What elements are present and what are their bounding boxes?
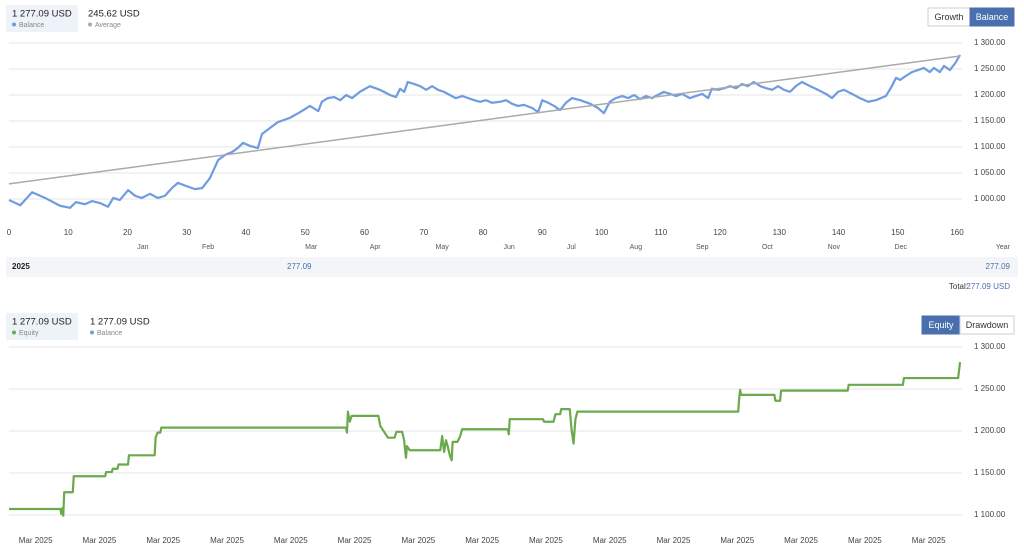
x-tick-label: Mar 2025 — [210, 536, 244, 545]
x-tick-label: Mar 2025 — [784, 536, 818, 545]
x-tick-label: 50 — [301, 228, 310, 237]
y-tick-label: 1 250.00 — [974, 64, 1006, 73]
legend-amount: 1 277.09 USD — [90, 317, 150, 328]
x-tick-label: Mar 2025 — [529, 536, 563, 545]
x-tick-label: 70 — [419, 228, 428, 237]
y-tick-label: 1 250.00 — [974, 384, 1006, 393]
month-label: Sep — [696, 244, 709, 251]
x-tick-label: 140 — [832, 228, 846, 237]
y-tick-label: 1 200.00 — [974, 90, 1006, 99]
table-row — [6, 257, 1018, 277]
toggle-button[interactable] — [959, 315, 1015, 335]
x-tick-label: 130 — [773, 228, 787, 237]
x-tick-label: 120 — [713, 228, 727, 237]
toggle-button-label[interactable]: Equity — [928, 320, 954, 330]
y-tick-label: 1 050.00 — [974, 168, 1006, 177]
legend-name: Balance — [97, 330, 122, 337]
y-tick-label: 1 300.00 — [974, 38, 1006, 47]
x-tick-label: Mar 2025 — [19, 536, 53, 545]
series-line — [9, 361, 962, 517]
x-tick-label: Mar 2025 — [912, 536, 946, 545]
month-label: Oct — [762, 244, 773, 251]
x-tick-label: Mar 2025 — [848, 536, 882, 545]
month-label: Aug — [630, 244, 643, 251]
legend-dot — [90, 330, 94, 335]
x-tick-label: Mar 2025 — [274, 536, 308, 545]
x-axis-label: Year — [996, 244, 1011, 251]
y-tick-label: 1 200.00 — [974, 426, 1006, 435]
y-tick-label: 1 100.00 — [974, 510, 1006, 519]
month-label: Dec — [895, 244, 908, 251]
series-line — [8, 54, 961, 209]
total-label: Total: — [949, 282, 968, 291]
toggle-button-label[interactable]: Balance — [976, 12, 1009, 22]
toggle-button-label[interactable]: Drawdown — [966, 320, 1009, 330]
x-tick-label: Mar 2025 — [146, 536, 180, 545]
x-tick-label: 10 — [64, 228, 73, 237]
legend-highlight — [6, 5, 78, 32]
legend-amount: 1 277.09 USD — [12, 317, 72, 328]
x-tick-label: 90 — [538, 228, 547, 237]
month-label: May — [436, 244, 450, 251]
x-tick-label: 110 — [654, 228, 667, 237]
legend-dot — [12, 330, 16, 335]
month-label: Mar — [305, 244, 318, 251]
month-label: Nov — [828, 244, 841, 251]
month-label: Jan — [137, 244, 148, 251]
legend-amount: 245.62 USD — [88, 9, 140, 20]
month-label: Feb — [202, 244, 214, 251]
legend-dot — [88, 22, 92, 27]
y-tick-label: 1 150.00 — [974, 116, 1006, 125]
legend-highlight — [6, 313, 78, 340]
month-label: Jun — [503, 244, 514, 251]
x-tick-label: Mar 2025 — [401, 536, 435, 545]
x-tick-label: Mar 2025 — [338, 536, 372, 545]
y-tick-label: 1 000.00 — [974, 194, 1006, 203]
month-label: Apr — [370, 244, 382, 251]
x-tick-label: 150 — [891, 228, 905, 237]
x-tick-label: 80 — [479, 228, 488, 237]
total-value: 277.09 USD — [966, 282, 1010, 291]
month-label: Jul — [567, 244, 576, 251]
y-tick-label: 1 150.00 — [974, 468, 1006, 477]
legend-amount: 1 277.09 USD — [12, 9, 72, 20]
legend-name: Average — [95, 22, 121, 29]
x-tick-label: Mar 2025 — [657, 536, 691, 545]
table-year: 2025 — [12, 262, 30, 271]
x-tick-label: Mar 2025 — [83, 536, 117, 545]
x-tick-label: 20 — [123, 228, 132, 237]
table-cell: 277.09 — [287, 262, 312, 271]
x-tick-label: 60 — [360, 228, 369, 237]
x-tick-label: 100 — [595, 228, 609, 237]
x-tick-label: 40 — [242, 228, 251, 237]
x-tick-label: 160 — [950, 228, 964, 237]
toggle-button[interactable] — [969, 7, 1015, 27]
series-line — [8, 55, 961, 185]
y-tick-label: 1 100.00 — [974, 142, 1006, 151]
x-tick-label: Mar 2025 — [593, 536, 627, 545]
legend-name: Balance — [19, 22, 44, 29]
x-tick-label: Mar 2025 — [465, 536, 499, 545]
x-tick-label: 30 — [182, 228, 191, 237]
legend-dot — [12, 22, 16, 27]
toggle-button-label[interactable]: Growth — [934, 12, 963, 22]
table-cell: 277.09 — [986, 262, 1011, 271]
y-tick-label: 1 300.00 — [974, 342, 1006, 351]
x-tick-label: 0 — [7, 228, 12, 237]
x-tick-label: Mar 2025 — [720, 536, 754, 545]
legend-name: Equity — [19, 330, 39, 337]
